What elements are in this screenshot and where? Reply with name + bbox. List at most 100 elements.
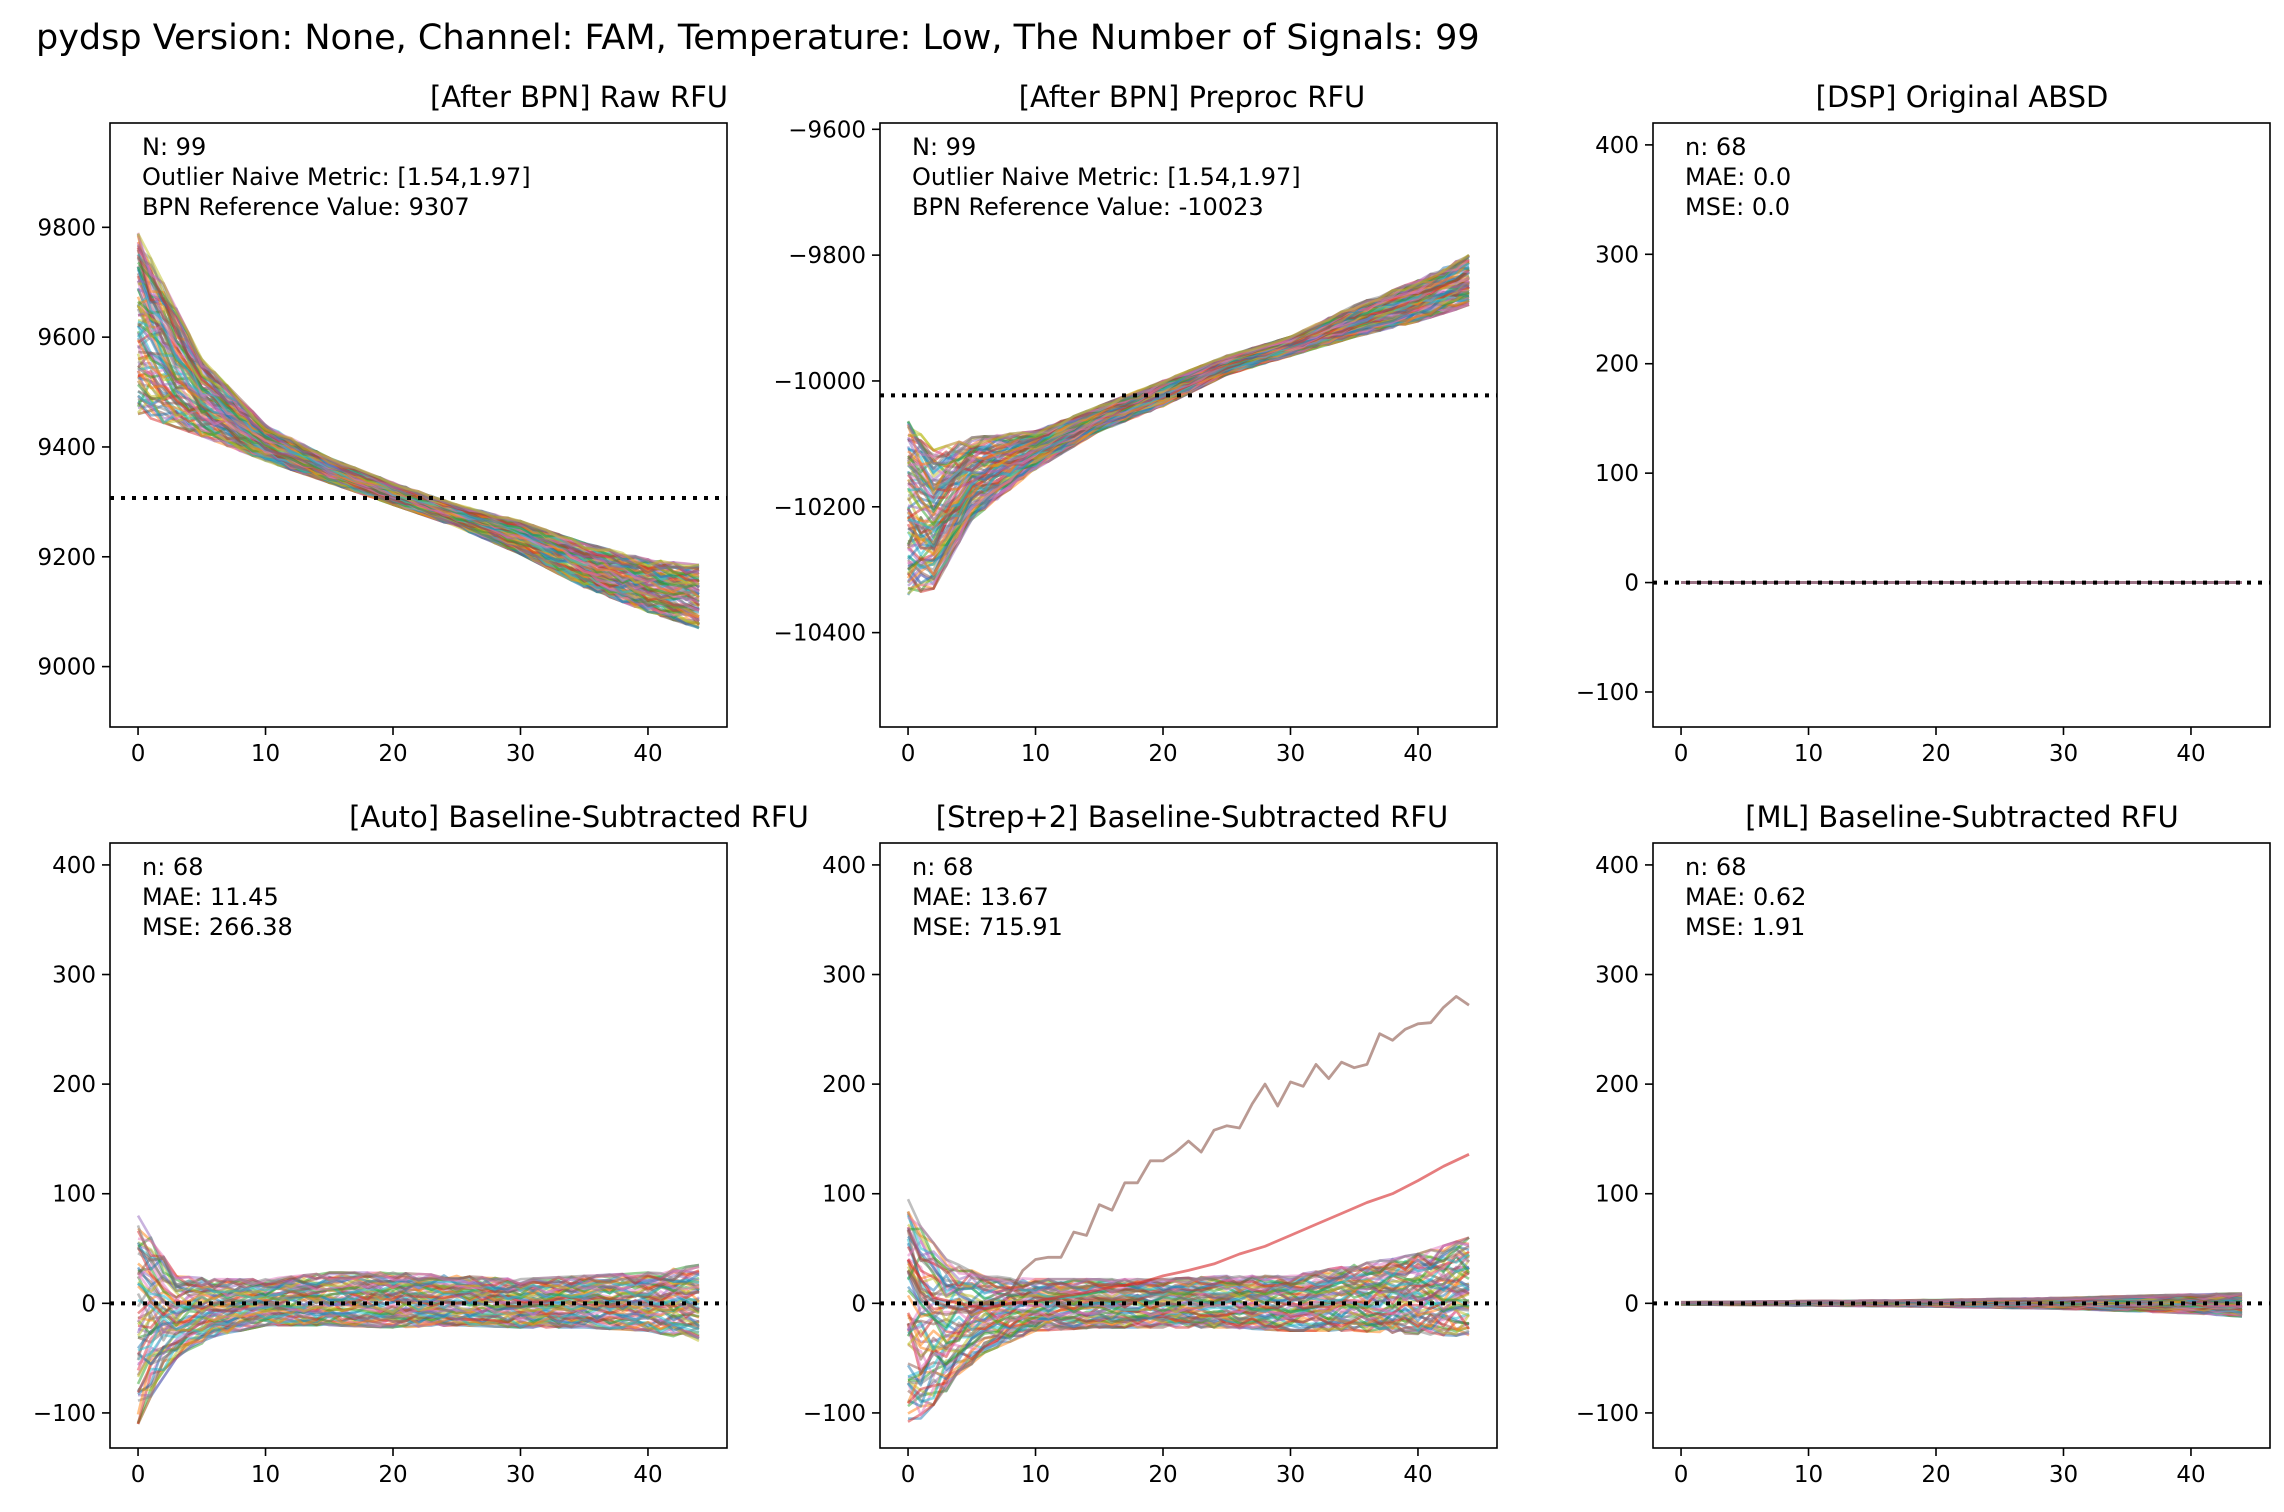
x-tick-label: 40 — [2176, 741, 2205, 767]
series-line — [907, 290, 1470, 569]
y-tick-label: 0 — [81, 1291, 96, 1317]
y-tick-label: 9400 — [37, 435, 96, 461]
annotation-line: MAE: 11.45 — [142, 883, 279, 911]
x-tick-label: 20 — [1148, 1462, 1177, 1488]
y-tick-label: 200 — [52, 1072, 96, 1098]
y-tick-label: 100 — [1595, 1182, 1639, 1208]
x-tick-label: 0 — [1674, 1462, 1689, 1488]
y-tick-label: −100 — [1576, 1401, 1639, 1427]
axes-frame — [109, 122, 728, 728]
subplot-raw-rfu-title: [After BPN] Raw RFU — [430, 80, 728, 114]
subplot-ml-baseline: [ML] Baseline-Subtracted RFU 0 10 20 30 40 −1… — [1576, 800, 2271, 1488]
series-line — [907, 1216, 1470, 1284]
x-tick-label: 30 — [506, 741, 535, 767]
plot-area — [880, 995, 1497, 1423]
series-line — [907, 259, 1470, 458]
annotation-line: n: 68 — [142, 853, 203, 881]
subplot-auto-baseline-title: [Auto] Baseline-Subtracted RFU — [349, 800, 809, 834]
subplot-dsp-absd-title: [DSP] Original ABSD — [1816, 80, 2109, 114]
y-tick-label: −10200 — [774, 495, 866, 521]
series-line — [906, 290, 1470, 557]
y-tick-label: −10000 — [774, 369, 866, 395]
annotation-line: MSE: 1.91 — [1685, 913, 1805, 941]
series-line — [136, 304, 700, 588]
series-line — [137, 1251, 700, 1294]
y-tick-label: 300 — [822, 963, 866, 989]
axes-frame — [109, 842, 728, 1449]
y-tick-label: 300 — [1595, 242, 1639, 268]
y-tick-label: −10400 — [774, 621, 866, 647]
series-line — [137, 1305, 700, 1366]
y-tick-label: 300 — [1595, 963, 1639, 989]
annotation-line: MSE: 715.91 — [912, 913, 1063, 941]
series-line — [136, 232, 700, 568]
annotation-line: Outlier Naive Metric: [1.54,1.97] — [912, 163, 1301, 191]
x-tick-label: 30 — [2049, 741, 2078, 767]
subplot-strep-baseline: [Strep+2] Baseline-Subtracted RFU 0 10 20 3… — [803, 800, 1498, 1488]
y-tick-label: 100 — [822, 1182, 866, 1208]
series-line — [907, 253, 1470, 452]
y-tick-label: −100 — [803, 1401, 866, 1427]
y-tick-label: 0 — [851, 1291, 866, 1317]
x-tick-label: 0 — [131, 1462, 146, 1488]
x-tick-label: 10 — [251, 1462, 280, 1488]
y-tick-label: 9000 — [37, 655, 96, 681]
annotation-line: MAE: 0.0 — [1685, 163, 1791, 191]
y-tick-label: 400 — [822, 853, 866, 879]
axes-frame — [879, 122, 1498, 728]
y-tick-label: 200 — [1595, 352, 1639, 378]
series-line — [906, 1228, 1470, 1290]
subplot-preproc-rfu: [After BPN] Preproc RFU 0 10 20 30 40 −10400 −… — [774, 80, 1498, 767]
y-tick-label: −9600 — [788, 117, 866, 143]
y-tick-label: −100 — [1576, 680, 1639, 706]
series-line — [907, 292, 1470, 574]
series-line — [907, 260, 1470, 455]
plot-area — [110, 232, 727, 630]
plot-area — [1653, 1292, 2270, 1318]
x-tick-label: 0 — [131, 741, 146, 767]
series-line — [136, 1224, 700, 1288]
y-tick-label: 9600 — [37, 325, 96, 351]
x-tick-label: 20 — [378, 741, 407, 767]
axes-frame — [1652, 122, 2271, 728]
series-line — [906, 1198, 1470, 1285]
annotation-line: n: 68 — [1685, 853, 1746, 881]
y-tick-label: −9800 — [788, 243, 866, 269]
series-line — [136, 1321, 700, 1425]
plot-area — [880, 253, 1497, 596]
annotation-line: Outlier Naive Metric: [1.54,1.97] — [142, 163, 531, 191]
annotation-line: N: 99 — [912, 133, 976, 161]
series-line — [907, 299, 1470, 570]
x-tick-label: 0 — [1674, 741, 1689, 767]
series-line — [138, 313, 700, 592]
subplot-auto-baseline: [Auto] Baseline-Subtracted RFU 0 10 20 30 40… — [33, 800, 809, 1488]
annotation-line: n: 68 — [1685, 133, 1746, 161]
series-line — [906, 254, 1470, 465]
annotation-line: BPN Reference Value: 9307 — [142, 193, 470, 221]
series-line — [907, 294, 1470, 571]
axes-frame — [879, 842, 1498, 1449]
subplot-strep-baseline-title: [Strep+2] Baseline-Subtracted RFU — [936, 800, 1448, 834]
y-tick-label: 400 — [1595, 853, 1639, 879]
y-tick-label: −100 — [33, 1401, 96, 1427]
x-tick-label: 40 — [2176, 1462, 2205, 1488]
series-line — [906, 254, 1470, 468]
x-tick-label: 10 — [251, 741, 280, 767]
y-tick-label: 9200 — [37, 545, 96, 571]
annotation-line: n: 68 — [912, 853, 973, 881]
x-tick-label: 0 — [901, 741, 916, 767]
series-line — [137, 305, 700, 586]
series-line — [907, 291, 1470, 570]
annotation-line: N: 99 — [142, 133, 206, 161]
series-line — [906, 254, 1470, 471]
axes-frame — [1652, 842, 2271, 1449]
x-tick-label: 30 — [506, 1462, 535, 1488]
y-tick-label: 200 — [822, 1072, 866, 1098]
y-tick-label: 200 — [1595, 1072, 1639, 1098]
series-line — [907, 292, 1470, 561]
series-line — [907, 292, 1470, 568]
subplot-raw-rfu: [After BPN] Raw RFU 0 10 20 30 40 9000 9200 940… — [37, 80, 728, 767]
x-tick-label: 40 — [633, 741, 662, 767]
x-tick-label: 20 — [1921, 1462, 1950, 1488]
